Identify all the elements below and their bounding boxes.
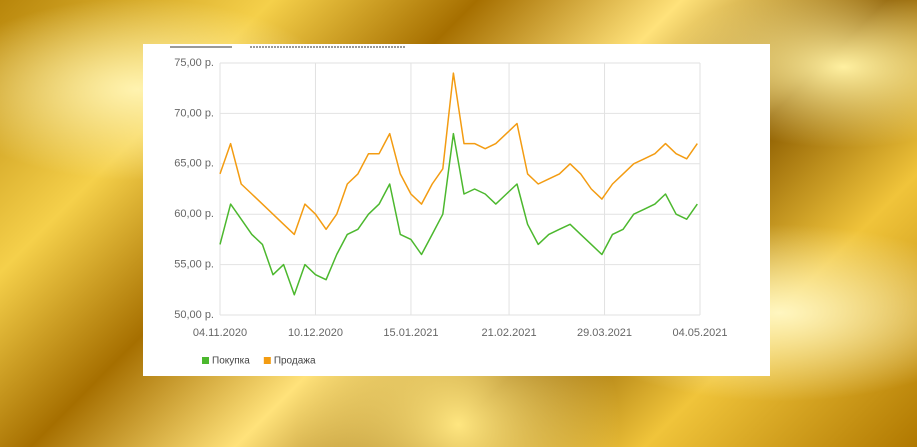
legend-label: Покупка	[212, 356, 250, 367]
y-tick-label: 55,00 р.	[174, 259, 214, 271]
chart-panel	[143, 44, 770, 376]
y-tick-label: 70,00 р.	[174, 107, 214, 119]
x-tick-label: 21.02.2021	[482, 327, 537, 339]
legend-swatch	[263, 357, 271, 364]
y-tick-label: 60,00 р.	[174, 208, 214, 220]
y-tick-label: 75,00 р.	[174, 57, 214, 69]
legend-swatch	[202, 357, 209, 364]
x-tick-label: 29.03.2021	[577, 327, 632, 339]
series-line	[219, 72, 698, 236]
y-tick-label: 50,00 р.	[174, 309, 214, 321]
x-tick-label: 15.01.2021	[383, 327, 438, 339]
x-tick-label: 10.12.2020	[288, 327, 343, 339]
series-line	[219, 132, 698, 296]
x-tick-label: 04.11.2020	[193, 327, 247, 339]
y-tick-label: 65,00 р.	[174, 158, 214, 170]
legend-label: Продажа	[274, 356, 316, 367]
x-tick-label: 04.05.2021	[672, 327, 727, 339]
